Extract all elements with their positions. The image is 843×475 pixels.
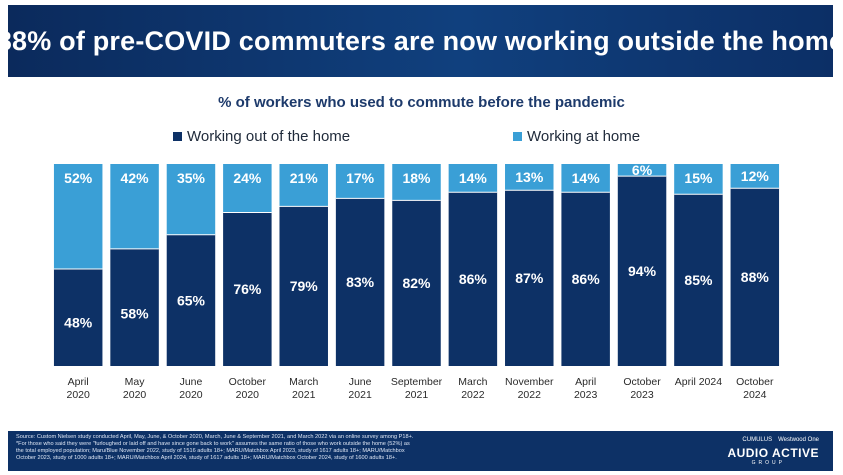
bar-out-of-home xyxy=(617,176,667,366)
bar-at-home xyxy=(392,164,441,201)
data-label-out-of-home: 86% xyxy=(572,271,601,287)
footer-source: Source: Custom Nielsen study conducted A… xyxy=(8,431,833,471)
source-line: *For those who said they were "furloughe… xyxy=(16,441,410,447)
x-tick-label: 2024 xyxy=(743,389,767,401)
source-line: the total employed population; Maru/Blue… xyxy=(16,448,405,454)
chart-legend: Working out of the home Working at home xyxy=(0,126,843,148)
bar-out-of-home xyxy=(505,190,554,366)
legend-label-at-home: Working at home xyxy=(527,128,641,145)
data-label-at-home: 17% xyxy=(346,170,375,186)
data-label-out-of-home: 48% xyxy=(64,314,93,330)
bar-out-of-home xyxy=(279,206,328,366)
data-label-out-of-home: 65% xyxy=(177,292,206,308)
bar-out-of-home xyxy=(166,234,216,366)
bar-out-of-home xyxy=(561,192,610,366)
x-tick-label: 2020 xyxy=(123,389,147,401)
audio-active-logo: AUDIO ACTIVE xyxy=(727,446,819,460)
page-title: 88% of pre-COVID commuters are now worki… xyxy=(0,25,843,56)
x-tick-label: March xyxy=(458,376,487,388)
legend-swatch-out-of-home xyxy=(173,132,182,141)
bar-out-of-home xyxy=(730,188,780,366)
x-tick-label: June xyxy=(349,376,372,388)
bar-out-of-home xyxy=(335,198,385,366)
data-label-at-home: 6% xyxy=(632,162,653,178)
bar-at-home xyxy=(110,164,159,249)
stacked-bar-chart: 52%48%April202042%58%May202035%65%June20… xyxy=(53,162,780,401)
bar-out-of-home xyxy=(674,194,723,366)
bar-out-of-home xyxy=(223,212,272,366)
legend-swatch-at-home xyxy=(513,132,522,141)
source-line: Source: Custom Nielsen study conducted A… xyxy=(16,434,414,440)
bar-at-home xyxy=(561,164,610,193)
data-label-at-home: 15% xyxy=(684,170,713,186)
x-tick-label: 2020 xyxy=(67,389,91,401)
bar-out-of-home xyxy=(110,248,159,366)
x-tick-label: June xyxy=(180,376,203,388)
data-label-out-of-home: 79% xyxy=(290,278,319,294)
legend-item-out-of-home: Working out of the home xyxy=(173,128,350,145)
data-label-at-home: 42% xyxy=(121,170,150,186)
data-label-at-home: 12% xyxy=(741,168,770,184)
x-tick-label: 2020 xyxy=(236,389,260,401)
data-label-out-of-home: 85% xyxy=(684,272,713,288)
bar-at-home xyxy=(617,164,667,177)
data-label-out-of-home: 82% xyxy=(402,275,431,291)
data-label-at-home: 14% xyxy=(572,170,601,186)
x-tick-label: 2023 xyxy=(630,389,654,401)
bar-at-home xyxy=(223,164,272,213)
x-tick-label: October xyxy=(736,376,774,388)
bar-at-home xyxy=(279,164,328,207)
bar-at-home xyxy=(730,164,780,189)
bar-out-of-home xyxy=(392,200,441,366)
bar-at-home xyxy=(448,164,498,193)
data-label-at-home: 52% xyxy=(64,170,93,186)
legend-label-out-of-home: Working out of the home xyxy=(187,128,351,145)
cumulus-logo: CUMULUS xyxy=(742,437,773,443)
x-tick-label: 2023 xyxy=(574,389,598,401)
x-tick-label: 2021 xyxy=(405,389,429,401)
x-tick-label: April 2024 xyxy=(675,376,722,388)
source-line: October 2023, study of 1000 adults 18+; … xyxy=(16,455,397,461)
x-tick-label: 2022 xyxy=(461,389,485,401)
data-label-out-of-home: 58% xyxy=(121,305,150,321)
bar-at-home xyxy=(53,164,103,270)
data-label-at-home: 21% xyxy=(290,170,319,186)
audio-active-group-label: GROUP xyxy=(751,460,785,466)
data-label-at-home: 24% xyxy=(233,170,262,186)
data-label-at-home: 18% xyxy=(402,170,431,186)
data-label-out-of-home: 88% xyxy=(741,269,770,285)
chart-title: % of workers who used to commute before … xyxy=(218,94,625,111)
westwood-one-logo: Westwood One xyxy=(778,437,819,443)
bar-at-home xyxy=(166,164,216,235)
data-label-out-of-home: 87% xyxy=(515,270,544,286)
x-tick-label: 2020 xyxy=(179,389,203,401)
x-tick-label: October xyxy=(229,376,267,388)
x-tick-label: May xyxy=(125,376,146,388)
bar-out-of-home xyxy=(53,269,103,366)
x-tick-label: March xyxy=(289,376,318,388)
x-tick-label: 2021 xyxy=(348,389,372,401)
x-tick-label: September xyxy=(391,376,443,388)
data-label-out-of-home: 86% xyxy=(459,271,488,287)
data-label-at-home: 35% xyxy=(177,170,206,186)
bar-at-home xyxy=(505,164,554,191)
legend-item-at-home: Working at home xyxy=(513,128,640,145)
x-tick-label: 2022 xyxy=(518,389,542,401)
title-banner: 88% of pre-COVID commuters are now worki… xyxy=(0,5,843,77)
bar-out-of-home xyxy=(448,192,498,366)
data-label-out-of-home: 94% xyxy=(628,263,657,279)
bar-at-home xyxy=(674,164,723,195)
x-tick-label: April xyxy=(575,376,596,388)
source-notes: Source: Custom Nielsen study conducted A… xyxy=(16,434,676,462)
x-tick-label: November xyxy=(505,376,554,388)
data-label-at-home: 13% xyxy=(515,169,544,185)
x-tick-label: April xyxy=(68,376,89,388)
partner-logos: CUMULUS Westwood One xyxy=(742,437,819,443)
data-label-at-home: 14% xyxy=(459,170,488,186)
data-label-out-of-home: 76% xyxy=(233,281,262,297)
bar-at-home xyxy=(335,164,385,199)
x-tick-label: 2021 xyxy=(292,389,316,401)
x-tick-label: October xyxy=(623,376,661,388)
data-label-out-of-home: 83% xyxy=(346,274,375,290)
